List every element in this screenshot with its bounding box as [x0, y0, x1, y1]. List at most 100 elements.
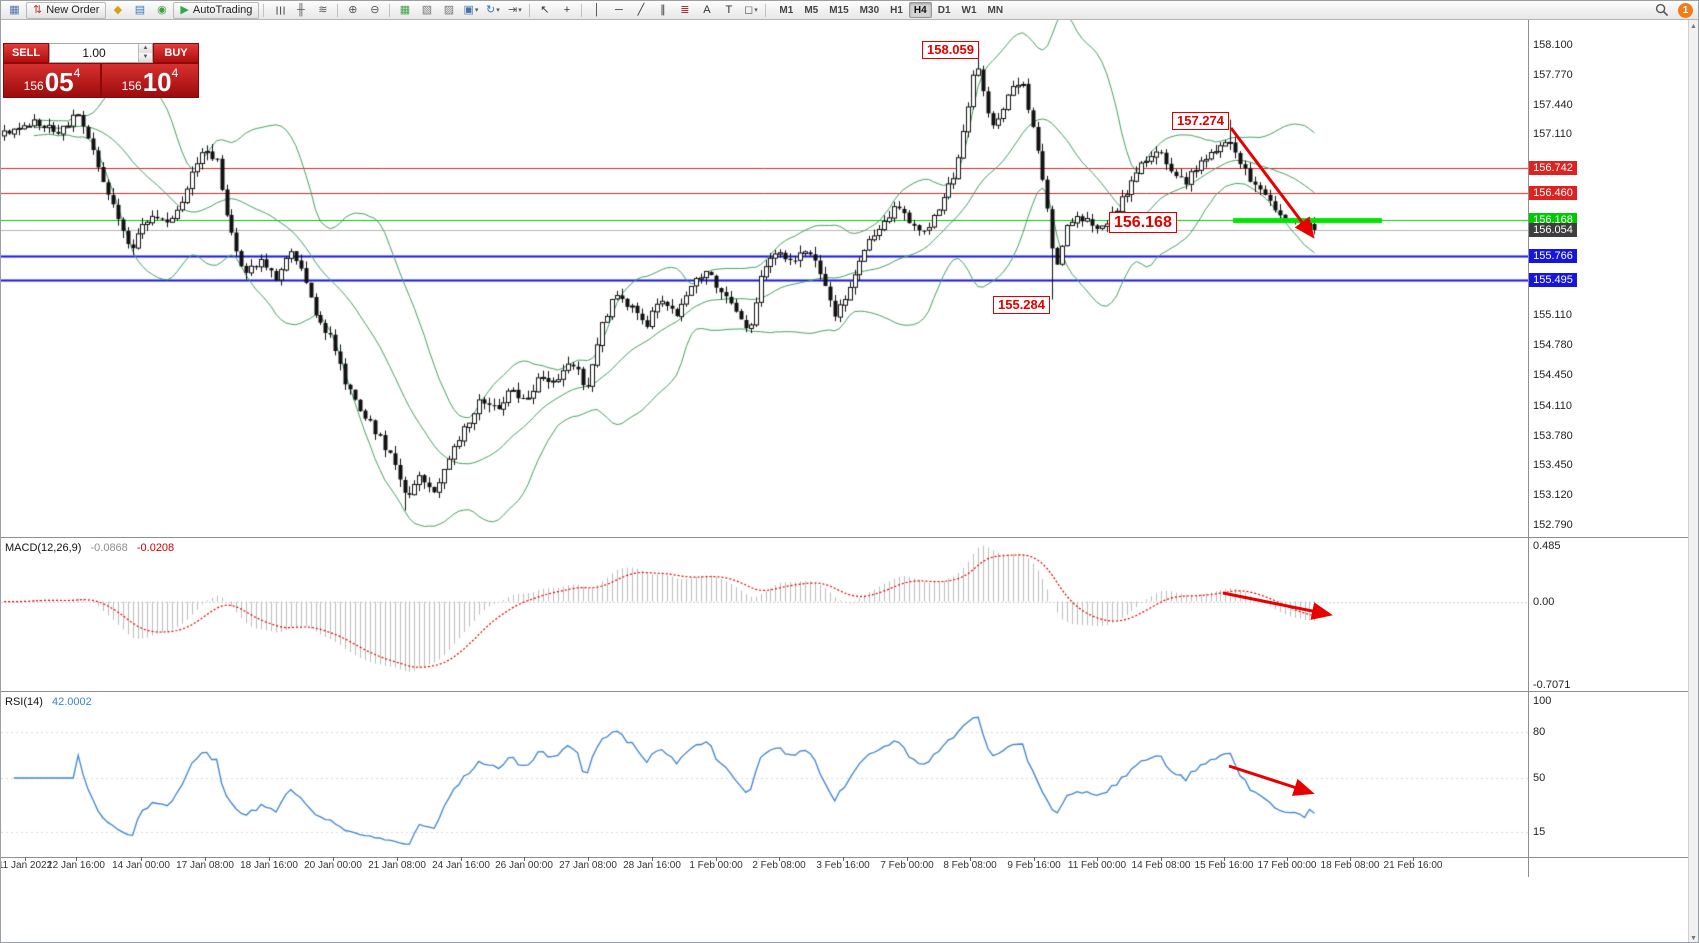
main-chart-canvas[interactable]: [1, 20, 1528, 537]
candlestick-chart-icon[interactable]: ╫: [290, 2, 311, 19]
time-axis-tick: [1224, 857, 1225, 861]
zoom-out-icon[interactable]: ⊖: [364, 2, 385, 19]
cursor-icon[interactable]: ↖: [534, 2, 555, 19]
chart-window-icon-glyph: ▦: [9, 3, 20, 16]
market-watch-icon-glyph: ▤: [134, 3, 146, 16]
label-icon[interactable]: T: [718, 2, 739, 19]
fibonacci-icon[interactable]: ≣: [674, 2, 695, 19]
buy-price-main: 156: [121, 79, 142, 93]
metaeditor-icon[interactable]: ◆: [107, 2, 128, 19]
tile-windows-icon[interactable]: ▦: [394, 2, 415, 19]
time-axis-tick: [141, 857, 142, 861]
time-axis-label: 1 Feb 00:00: [689, 860, 743, 871]
panel-separator[interactable]: [1, 537, 1698, 538]
line-chart-icon[interactable]: ≋: [312, 2, 333, 19]
timeframe-button-m30[interactable]: M30: [859, 4, 880, 16]
notification-badge[interactable]: 1: [1678, 2, 1693, 18]
timeframe-button-w1[interactable]: W1: [961, 4, 977, 16]
time-axis-label: 12 Jan 16:00: [47, 860, 105, 871]
label-icon-glyph: T: [725, 3, 733, 16]
panel-separator[interactable]: [1, 691, 1698, 692]
text-icon[interactable]: A: [696, 2, 717, 19]
buy-button[interactable]: BUY: [153, 43, 199, 63]
cursor-icon-glyph: ↖: [540, 3, 550, 16]
cascade-windows-icon-glyph: ▧: [421, 3, 433, 16]
new-order-button[interactable]: ⇅ New Order: [26, 1, 107, 19]
market-watch-icon[interactable]: ▤: [129, 2, 150, 19]
time-axis-tick: [1350, 857, 1351, 861]
toolbar-separator: [263, 3, 265, 17]
time-axis-tick: [1161, 857, 1162, 861]
autotrading-button[interactable]: ▶ AutoTrading: [173, 1, 260, 19]
current-price-badge: 156.054: [1529, 222, 1577, 237]
time-axis-label: 21 Feb 16:00: [1383, 860, 1443, 871]
volume-up-icon[interactable]: ▲: [139, 44, 152, 53]
tile-windows-icon-glyph: ▦: [399, 3, 411, 16]
scroll-down-icon[interactable]: ▼: [1690, 934, 1697, 942]
macd-axis-label: -0.7071: [1533, 679, 1571, 691]
timeframe-button-m1[interactable]: M1: [779, 4, 794, 16]
macd-name: MACD(12,26,9): [5, 542, 82, 554]
volume-value[interactable]: 1.00: [82, 46, 106, 60]
terminal-icon-glyph: ◉: [157, 3, 167, 16]
horizontal-line-icon[interactable]: ─: [608, 2, 629, 19]
price-axis-label: 153.450: [1533, 459, 1573, 472]
sell-button[interactable]: SELL: [3, 43, 49, 63]
price-annotation-label: 158.059: [922, 41, 979, 59]
buy-price-display[interactable]: 156 10 4: [101, 63, 199, 98]
trendline-icon[interactable]: ╱: [630, 2, 651, 19]
chart-window-icon[interactable]: ▦: [4, 2, 25, 19]
time-axis-label: 3 Feb 16:00: [816, 860, 870, 871]
time-axis-tick: [205, 857, 206, 861]
new-order-button-label: New Order: [46, 4, 100, 16]
price-axis-label: 153.780: [1533, 429, 1573, 442]
volume-spin-buttons: ▲ ▼: [138, 44, 152, 62]
scroll-up-icon[interactable]: ▲: [1690, 22, 1697, 30]
new-chart-icon[interactable]: ▣ ▾: [460, 2, 481, 19]
zoom-in-icon[interactable]: ⊕: [342, 2, 363, 19]
arrange-windows-icon[interactable]: ▨: [438, 2, 459, 19]
time-axis-tick: [397, 857, 398, 861]
time-axis-tick: [1034, 857, 1035, 861]
bar-chart-icon[interactable]: ☰: [268, 2, 289, 19]
time-axis-label: 14 Feb 08:00: [1131, 860, 1191, 871]
timeframe-button-h4[interactable]: H4: [908, 2, 932, 18]
new-chart-icon-caret: ▾: [474, 7, 479, 14]
cascade-windows-icon[interactable]: ▧: [416, 2, 437, 19]
terminal-icon[interactable]: ◉: [151, 2, 172, 19]
crosshair-icon[interactable]: +: [556, 2, 577, 19]
toolbar-separator: [337, 3, 339, 17]
search-icon[interactable]: [1651, 2, 1672, 19]
volume-stepper[interactable]: 1.00 ▲ ▼: [49, 43, 153, 63]
timeframe-button-mn[interactable]: MN: [987, 4, 1004, 16]
timeframe-button-m15[interactable]: M15: [829, 4, 849, 16]
vertical-scrollbar[interactable]: ▲ ▼: [1688, 20, 1698, 942]
time-axis-tick: [1287, 857, 1288, 861]
macd-label: MACD(12,26,9) -0.0868 -0.0208: [5, 542, 174, 554]
volume-down-icon[interactable]: ▼: [139, 53, 152, 62]
timeframe-button-d1[interactable]: D1: [937, 4, 951, 16]
one-click-trading-panel: SELL 1.00 ▲ ▼ BUY 156 05 4 156 10 4: [3, 43, 199, 98]
metaeditor-icon-glyph: ◆: [113, 3, 123, 16]
price-annotation-label: 157.274: [1172, 112, 1229, 130]
shapes-icon[interactable]: ◻ ▾: [740, 2, 761, 19]
time-axis-label: 15 Feb 16:00: [1194, 860, 1254, 871]
timeframe-button-h1[interactable]: H1: [890, 4, 903, 16]
candlestick-chart-icon-glyph: ╫: [297, 3, 305, 16]
time-axis-label: 2 Feb 08:00: [752, 860, 806, 871]
timeframe-button-m5[interactable]: M5: [804, 4, 819, 16]
trendline-icon-glyph: ╱: [637, 3, 645, 16]
time-axis-tick: [461, 857, 462, 861]
price-level-badge: 156.742: [1529, 160, 1577, 175]
cycle-symbols-icon[interactable]: ↻ ▾: [482, 2, 503, 19]
chart-shift-icon[interactable]: ⇥ ▾: [504, 2, 525, 19]
macd-panel-canvas[interactable]: [1, 539, 1528, 691]
rsi-axis-label: 80: [1533, 725, 1546, 738]
toolbar-icon-group: ▦ ⇅ New Order ◆ ▤ ◉ ▶ AutoTrading ☰ ╫ ≋ ⊕ ⊖ ▦ ▧ ▨ ▣ ▾ ↻ ▾ ⇥ ▾…: [4, 1, 769, 19]
sell-price-display[interactable]: 156 05 4: [3, 63, 101, 98]
vertical-line-icon[interactable]: │: [586, 2, 607, 19]
channel-icon[interactable]: ∥: [652, 2, 673, 19]
buy-price-pips: 10: [142, 67, 172, 97]
rsi-panel-canvas[interactable]: [1, 693, 1528, 857]
time-axis-label: 18 Jan 16:00: [240, 860, 298, 871]
